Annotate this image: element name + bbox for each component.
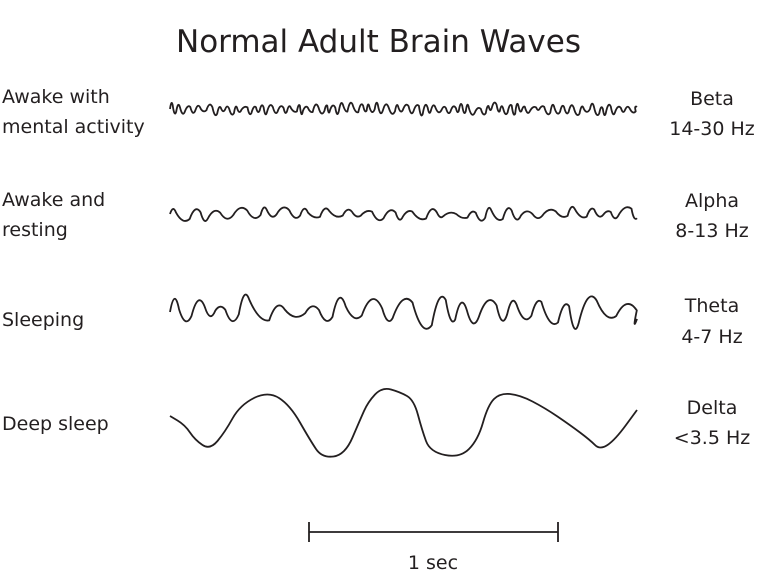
delta-state-label: Deep sleep (2, 413, 109, 435)
beta-state-label-line2: mental activity (2, 116, 145, 138)
theta-wave-name: Theta (684, 295, 740, 317)
theta-frequency: 4-7 Hz (681, 326, 743, 348)
alpha-waveform (169, 205, 638, 222)
beta-waveform (169, 101, 638, 117)
delta-waveform (169, 387, 638, 458)
scale-bar (308, 522, 559, 542)
delta-frequency: <3.5 Hz (673, 427, 751, 449)
alpha-state-label-line2: resting (2, 219, 68, 241)
beta-state-label-line1: Awake with (2, 86, 110, 108)
diagram-title: Normal Adult Brain Waves (176, 24, 581, 60)
delta-wave-name: Delta (686, 397, 738, 419)
beta-wave-name: Beta (690, 88, 734, 110)
alpha-frequency: 8-13 Hz (675, 220, 749, 242)
alpha-state-label-line1: Awake and (2, 189, 106, 211)
beta-frequency: 14-30 Hz (669, 118, 755, 140)
theta-state-label: Sleeping (2, 309, 85, 331)
scale-bar-label: 1 sec (407, 552, 459, 574)
theta-waveform (169, 293, 638, 330)
alpha-wave-name: Alpha (684, 190, 740, 212)
